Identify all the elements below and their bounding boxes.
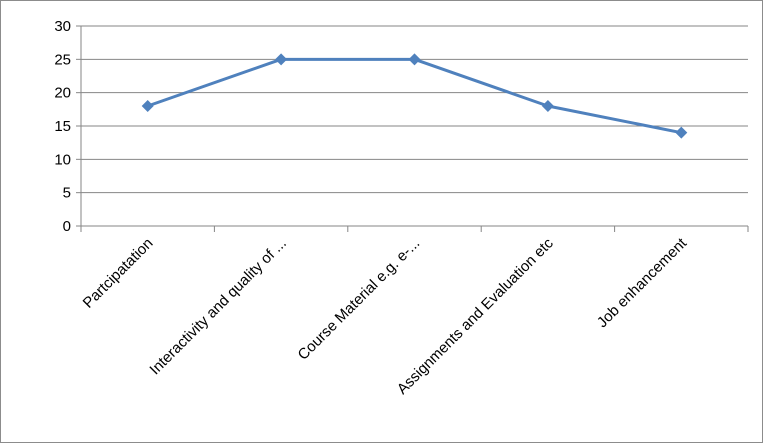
y-tick-label: 0 <box>63 218 71 235</box>
series-line <box>148 59 682 132</box>
y-tick-labels: 0 5 10 15 20 25 30 <box>54 18 71 235</box>
data-point-marker <box>542 100 554 112</box>
y-tick-label: 25 <box>54 51 71 68</box>
data-point-marker <box>409 53 421 65</box>
x-category-label: Assignments and Evaluation etc <box>394 234 557 397</box>
data-point-marker <box>275 53 287 65</box>
x-category-label: Job enhancement <box>594 234 691 331</box>
x-category-label: Partcipatation <box>80 235 157 312</box>
data-point-marker <box>142 100 154 112</box>
y-tick-label: 5 <box>63 185 71 202</box>
x-tick-marks <box>81 226 748 232</box>
gridlines <box>81 26 748 193</box>
y-tick-label: 20 <box>54 85 71 102</box>
y-tick-label: 15 <box>54 118 71 135</box>
x-category-label: Interactivity and quality of ... <box>146 235 289 378</box>
data-point-marker <box>675 127 687 139</box>
y-tick-label: 10 <box>54 151 71 168</box>
y-tick-label: 30 <box>54 18 71 35</box>
x-category-label: Course Material e.g. e-... <box>295 235 424 364</box>
